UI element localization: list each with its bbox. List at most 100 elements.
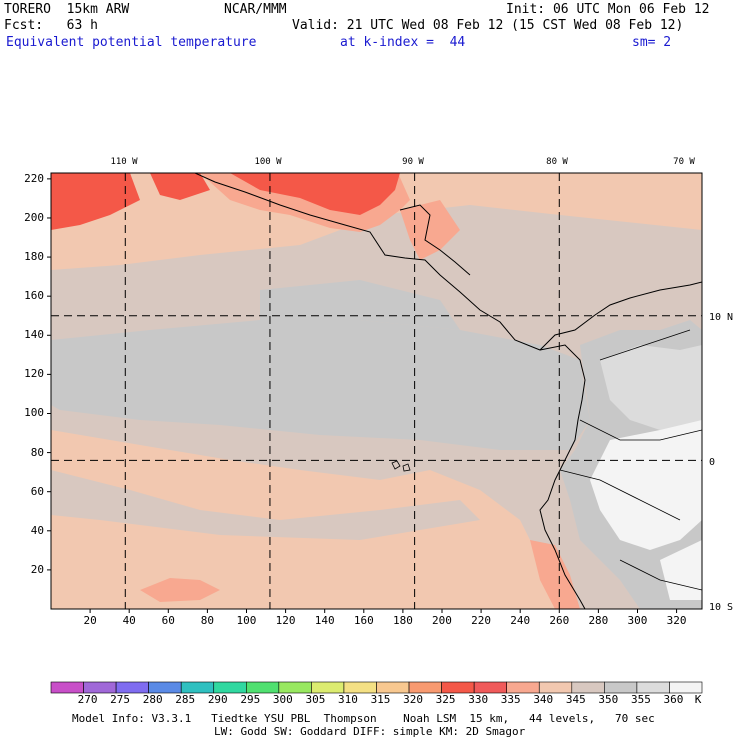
- field-andes-white: [590, 420, 702, 550]
- colorbar-label: 290: [207, 693, 228, 706]
- x-tick-label: 280: [588, 614, 609, 627]
- colorbar-swatch: [343, 681, 377, 694]
- x-tick-label: 320: [666, 614, 687, 627]
- x-tick-label: 260: [549, 614, 570, 627]
- organization: NCAR/MMM: [224, 2, 287, 17]
- colorbar-swatch: [213, 681, 247, 694]
- valid-time: Valid: 21 UTC Wed 08 Feb 12 (15 CST Wed …: [292, 18, 684, 33]
- colorbar-swatch: [148, 681, 182, 694]
- border-central-america: [399, 204, 471, 276]
- latitude-label: 0: [709, 457, 716, 468]
- colorbar-label: 360: [663, 693, 684, 706]
- x-tick-label: 160: [353, 614, 374, 627]
- colorbar-label: 345: [565, 693, 586, 706]
- y-tick-label: 100: [24, 406, 44, 420]
- colorbar-unit: K: [694, 693, 702, 706]
- x-tick-label: 220: [471, 614, 492, 627]
- colorbar-label: 335: [500, 693, 521, 706]
- y-tick-label: 120: [24, 367, 44, 381]
- footer-physics: LW: Godd SW: Goddard DIFF: simple KM: 2D…: [214, 725, 526, 738]
- smoothing: sm= 2: [632, 35, 672, 50]
- latitude-label: 10 N: [709, 312, 734, 323]
- field-band-mid: [51, 470, 480, 540]
- colorbar-swatch: [441, 681, 475, 694]
- lat-lon-grid: [51, 173, 702, 609]
- field-red-north-2: [230, 173, 400, 215]
- field-red-northwest: [51, 173, 140, 230]
- longitude-label: 90 W: [402, 157, 424, 167]
- colorbar-label: 280: [142, 693, 163, 706]
- field-core-gray: [51, 320, 590, 450]
- field-red-north: [150, 173, 210, 200]
- axis-ticks: [47, 178, 678, 613]
- colorbar-label: 305: [305, 693, 326, 706]
- x-tick-label: 200: [432, 614, 452, 627]
- colorbar-swatch: [506, 681, 540, 694]
- x-tick-label: 80: [200, 614, 215, 627]
- plot-frame: [50, 172, 703, 610]
- colorbar-label: 285: [175, 693, 196, 706]
- y-tick-label: 180: [24, 250, 44, 264]
- colorbar-label: 300: [272, 693, 293, 706]
- colorbar-label: 275: [110, 693, 131, 706]
- colorbar-label: 315: [370, 693, 391, 706]
- colorbar: [50, 681, 703, 694]
- colorbar-label: 310: [338, 693, 358, 706]
- y-tick-label: 140: [24, 328, 44, 342]
- field-warm-coast: [530, 540, 580, 609]
- x-tick-label: 140: [314, 614, 335, 627]
- field-core-gray-2: [260, 280, 460, 330]
- colorbar-swatch: [669, 681, 703, 694]
- k-index: at k-index = 44: [340, 35, 466, 50]
- colorbar-swatch: [376, 681, 410, 694]
- footer-model-info: Model Info: V3.3.1 Tiedtke YSU PBL Thomp…: [72, 712, 655, 725]
- y-tick-label: 20: [30, 562, 44, 576]
- field-andes-white-2: [660, 540, 702, 600]
- galapagos-islands: [391, 460, 411, 472]
- colorbar-label: 340: [533, 693, 554, 706]
- latitude-label: 10 S: [709, 602, 734, 613]
- x-tick-label: 40: [122, 614, 136, 627]
- init-time: Init: 06 UTC Mon 06 Feb 12: [506, 2, 710, 17]
- x-tick-label: 120: [275, 614, 296, 627]
- colorbar-swatch: [408, 681, 442, 694]
- coastline-north: [194, 173, 702, 351]
- x-tick-label: 240: [510, 614, 531, 627]
- colorbar-swatch: [278, 681, 312, 694]
- colorbar-label: 320: [403, 693, 423, 706]
- colorbar-swatch: [604, 681, 638, 694]
- colorbar-label: 325: [435, 693, 456, 706]
- colorbar-swatch: [311, 681, 345, 694]
- field-shading: [51, 173, 702, 609]
- longitude-label: 70 W: [673, 157, 695, 167]
- colorbar-swatch: [538, 681, 573, 694]
- colorbar-label: 270: [77, 693, 98, 706]
- longitude-label: 100 W: [254, 157, 282, 167]
- colorbar-swatch: [180, 681, 215, 694]
- colorbar-swatch: [636, 681, 670, 694]
- colorbar-label: 295: [240, 693, 261, 706]
- y-tick-label: 200: [24, 210, 44, 224]
- field-andes-light: [600, 345, 702, 440]
- x-tick-label: 300: [627, 614, 648, 627]
- x-tick-label: 180: [392, 614, 413, 627]
- field-warm-southwest: [140, 578, 220, 602]
- colorbar-label: 330: [468, 693, 489, 706]
- x-tick-label: 20: [83, 614, 97, 627]
- forecast-hour: Fcst: 63 h: [4, 18, 98, 33]
- x-tick-label: 100: [236, 614, 257, 627]
- field-name: Equivalent potential temperature: [6, 35, 257, 50]
- colorbar-swatch: [83, 681, 117, 694]
- colorbar-label: 350: [598, 693, 619, 706]
- longitude-label: 80 W: [546, 157, 568, 167]
- longitude-label: 110 W: [110, 157, 138, 167]
- x-tick-label: 60: [161, 614, 175, 627]
- colorbar-swatch: [115, 681, 149, 694]
- colorbar-label: 355: [630, 693, 651, 706]
- y-tick-label: 160: [24, 289, 44, 303]
- field-band-north: [51, 173, 702, 270]
- y-tick-label: 40: [30, 523, 44, 537]
- borders-south-america: [559, 329, 702, 591]
- model-name: TORERO 15km ARW: [4, 2, 130, 17]
